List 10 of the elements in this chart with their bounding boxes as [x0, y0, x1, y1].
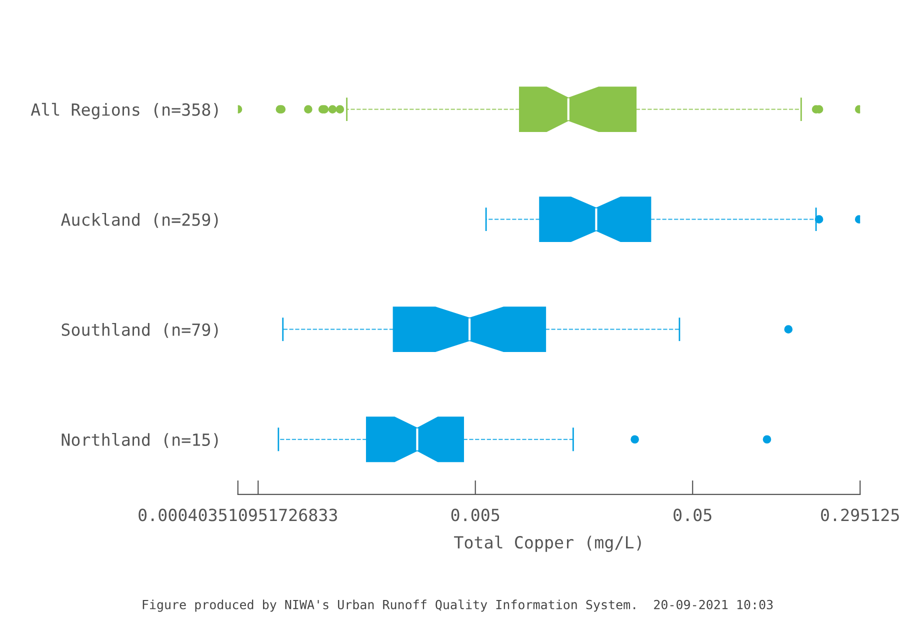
x-tick-label: 0.295125 [821, 508, 899, 522]
y-tick-label: Northland (n=15) [62, 433, 218, 448]
y-tick-label: All Regions (n=358) [30, 102, 218, 120]
x-tick-label: 0.005 [451, 508, 500, 522]
x-tick-label: 0.05 [674, 508, 712, 522]
x-tick-label: 0.000403510951726833 [138, 508, 337, 522]
y-tick-label: Southland (n=79) [62, 322, 218, 338]
text: Figure produced by NIWA's Urban Runoff Quality Information System. 20-09-2021 10:03 [142, 600, 773, 612]
y-tick-label: Auckland (n=259) [60, 212, 218, 228]
x-axis-title: Total Copper (mg/L) [454, 536, 641, 552]
